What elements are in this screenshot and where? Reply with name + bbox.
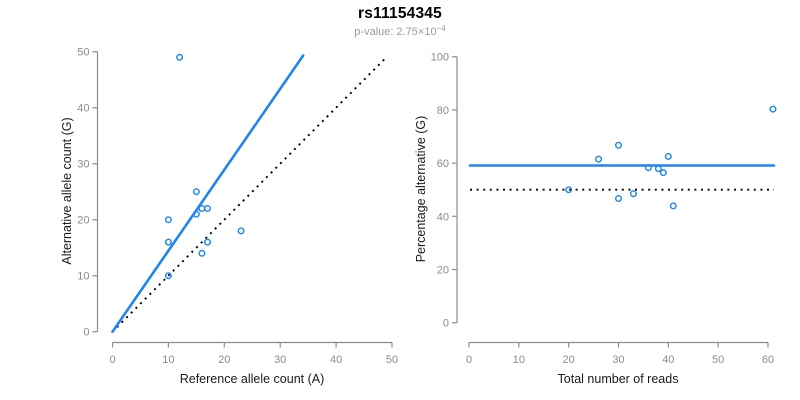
x-tick-label: 20 bbox=[218, 354, 230, 366]
right-plot-data-point bbox=[595, 155, 603, 163]
x-tick-label: 50 bbox=[712, 354, 724, 366]
right-plot-data-point bbox=[669, 202, 677, 210]
y-tick-label: 0 bbox=[443, 318, 449, 330]
x-tick-label: 20 bbox=[563, 354, 575, 366]
left-plot-data-point bbox=[204, 204, 212, 212]
x-tick-label: 30 bbox=[612, 354, 624, 366]
right-plot-x-axis-title: Total number of reads bbox=[557, 372, 679, 386]
right-plot-data-point bbox=[659, 169, 667, 177]
left-plot-data-point bbox=[198, 204, 206, 212]
right-plot-data-point bbox=[769, 105, 777, 113]
figure-title: rs11154345 bbox=[358, 5, 442, 22]
left-plot-x-axis-title: Reference allele count (A) bbox=[179, 372, 325, 386]
left-plot-data-point bbox=[192, 188, 200, 196]
x-tick-label: 10 bbox=[162, 354, 174, 366]
left-plot-data-point bbox=[192, 210, 200, 218]
pvalue-exponent: −4 bbox=[436, 24, 446, 33]
x-tick-label: 40 bbox=[662, 354, 674, 366]
y-tick-label: 60 bbox=[437, 158, 449, 170]
figure-subtitle: p-value: 2.75×10−4 bbox=[0, 24, 800, 38]
x-tick-label: 10 bbox=[513, 354, 525, 366]
x-tick-label: 30 bbox=[274, 354, 286, 366]
left-plot-fit-line bbox=[111, 54, 305, 334]
y-tick-label: 10 bbox=[77, 271, 89, 283]
left-plot-data-point bbox=[204, 238, 212, 246]
left-plot-data-point bbox=[164, 238, 172, 246]
right-plot-data-point bbox=[654, 165, 662, 173]
left-plot-reference-dotted-line bbox=[116, 56, 388, 328]
x-tick-label: 40 bbox=[330, 354, 342, 366]
x-tick-label: 0 bbox=[466, 354, 472, 366]
right-plot-y-axis-title: Percentage alternative (G) bbox=[414, 115, 428, 263]
left-plot-data-point bbox=[176, 53, 184, 61]
right-plot-data-point bbox=[664, 152, 672, 160]
y-tick-label: 30 bbox=[77, 159, 89, 171]
y-tick-label: 40 bbox=[437, 211, 449, 223]
right-plot-data-point bbox=[565, 186, 573, 194]
y-tick-label: 80 bbox=[437, 105, 449, 117]
right-plot-data-point bbox=[629, 190, 637, 198]
left-plot-y-axis-title: Alternative allele count (G) bbox=[60, 117, 74, 265]
left-plot-data-point bbox=[237, 227, 245, 235]
y-tick-label: 20 bbox=[437, 265, 449, 277]
pvalue-text: p-value: 2.75×10 bbox=[354, 26, 437, 38]
right-plot-data-point bbox=[644, 164, 652, 172]
y-tick-label: 100 bbox=[431, 52, 449, 64]
x-tick-label: 0 bbox=[109, 354, 115, 366]
right-plot-data-point bbox=[614, 194, 622, 202]
left-plot-data-point bbox=[164, 272, 172, 280]
y-tick-label: 20 bbox=[77, 215, 89, 227]
right-plot-data-point bbox=[614, 141, 622, 149]
x-tick-label: 60 bbox=[762, 354, 774, 366]
left-plot-data-point bbox=[164, 216, 172, 224]
y-tick-label: 50 bbox=[77, 47, 89, 59]
y-tick-label: 40 bbox=[77, 103, 89, 115]
left-plot-data-point bbox=[198, 249, 206, 257]
y-tick-label: 0 bbox=[83, 327, 89, 339]
x-tick-label: 50 bbox=[386, 354, 398, 366]
